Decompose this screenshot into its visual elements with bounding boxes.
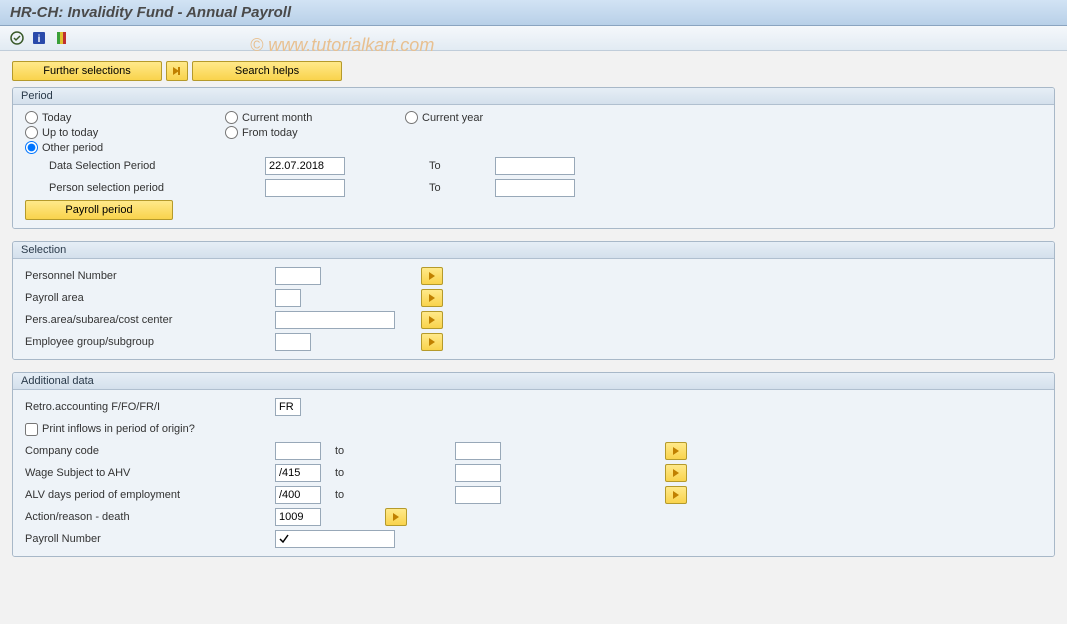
emp-group-more-button[interactable] (421, 333, 443, 351)
payroll-area-label: Payroll area (25, 292, 275, 304)
emp-group-label: Employee group/subgroup (25, 336, 275, 348)
wage-ahv-to-label: to (335, 467, 455, 479)
radio-from-today[interactable] (225, 126, 238, 139)
personnel-number-input[interactable] (275, 267, 321, 285)
radio-current-year[interactable] (405, 111, 418, 124)
radio-current-month[interactable] (225, 111, 238, 124)
data-sel-to-label: To (425, 160, 495, 172)
alv-days-to-input[interactable] (455, 486, 501, 504)
radio-current-year-label: Current year (422, 112, 483, 124)
radio-current-month-label: Current month (242, 112, 312, 124)
payroll-area-input[interactable] (275, 289, 301, 307)
additional-group: Additional data Retro.accounting F/FO/FR… (12, 372, 1055, 557)
print-inflows-checkbox[interactable] (25, 423, 38, 436)
retro-input[interactable] (275, 398, 301, 416)
payroll-area-more-button[interactable] (421, 289, 443, 307)
wage-ahv-more-button[interactable] (665, 464, 687, 482)
info-icon[interactable]: i (30, 29, 48, 47)
action-reason-label: Action/reason - death (25, 511, 275, 523)
radio-other-period-label: Other period (42, 142, 103, 154)
page-title: HR-CH: Invalidity Fund - Annual Payroll (10, 4, 291, 21)
selection-group-title: Selection (13, 242, 1054, 259)
radio-from-today-label: From today (242, 127, 298, 139)
radio-today-label: Today (42, 112, 71, 124)
execute-icon[interactable] (8, 29, 26, 47)
pers-area-more-button[interactable] (421, 311, 443, 329)
top-buttons: Further selections Search helps (12, 61, 1055, 81)
period-group-title: Period (13, 88, 1054, 105)
alv-days-to-label: to (335, 489, 455, 501)
action-reason-input[interactable] (275, 508, 321, 526)
further-selections-button[interactable]: Further selections (12, 61, 162, 81)
person-sel-to-label: To (425, 182, 495, 194)
search-helps-button[interactable]: Search helps (192, 61, 342, 81)
payroll-period-button[interactable]: Payroll period (25, 200, 173, 220)
toolbar: i (0, 26, 1067, 51)
variant-icon[interactable] (52, 29, 70, 47)
wage-ahv-to-input[interactable] (455, 464, 501, 482)
data-sel-to-input[interactable] (495, 157, 575, 175)
personnel-number-label: Personnel Number (25, 270, 275, 282)
wage-ahv-label: Wage Subject to AHV (25, 467, 275, 479)
person-sel-label: Person selection period (49, 182, 265, 194)
alv-days-from-input[interactable] (275, 486, 321, 504)
personnel-number-more-button[interactable] (421, 267, 443, 285)
data-sel-label: Data Selection Period (49, 160, 265, 172)
action-reason-more-button[interactable] (385, 508, 407, 526)
emp-group-input[interactable] (275, 333, 311, 351)
company-code-from-input[interactable] (275, 442, 321, 460)
company-code-to-label: to (335, 445, 455, 457)
alv-days-label: ALV days period of employment (25, 489, 275, 501)
company-code-label: Company code (25, 445, 275, 457)
person-sel-from-input[interactable] (265, 179, 345, 197)
pers-area-label: Pers.area/subarea/cost center (25, 314, 275, 326)
radio-today[interactable] (25, 111, 38, 124)
svg-text:i: i (38, 34, 41, 45)
payroll-number-input[interactable] (275, 530, 395, 548)
arrow-button[interactable] (166, 61, 188, 81)
payroll-number-label: Payroll Number (25, 533, 275, 545)
selection-group: Selection Personnel Number Payroll area … (12, 241, 1055, 360)
company-code-to-input[interactable] (455, 442, 501, 460)
additional-group-title: Additional data (13, 373, 1054, 390)
pers-area-input[interactable] (275, 311, 395, 329)
radio-up-to-today[interactable] (25, 126, 38, 139)
title-bar: HR-CH: Invalidity Fund - Annual Payroll (0, 0, 1067, 26)
radio-up-to-today-label: Up to today (42, 127, 98, 139)
company-code-more-button[interactable] (665, 442, 687, 460)
print-inflows-label: Print inflows in period of origin? (42, 423, 195, 435)
person-sel-to-input[interactable] (495, 179, 575, 197)
content-area: Further selections Search helps Period T… (0, 51, 1067, 579)
retro-label: Retro.accounting F/FO/FR/I (25, 401, 275, 413)
alv-days-more-button[interactable] (665, 486, 687, 504)
wage-ahv-from-input[interactable] (275, 464, 321, 482)
radio-other-period[interactable] (25, 141, 38, 154)
data-sel-from-input[interactable] (265, 157, 345, 175)
period-group: Period Today Current month Current year … (12, 87, 1055, 229)
